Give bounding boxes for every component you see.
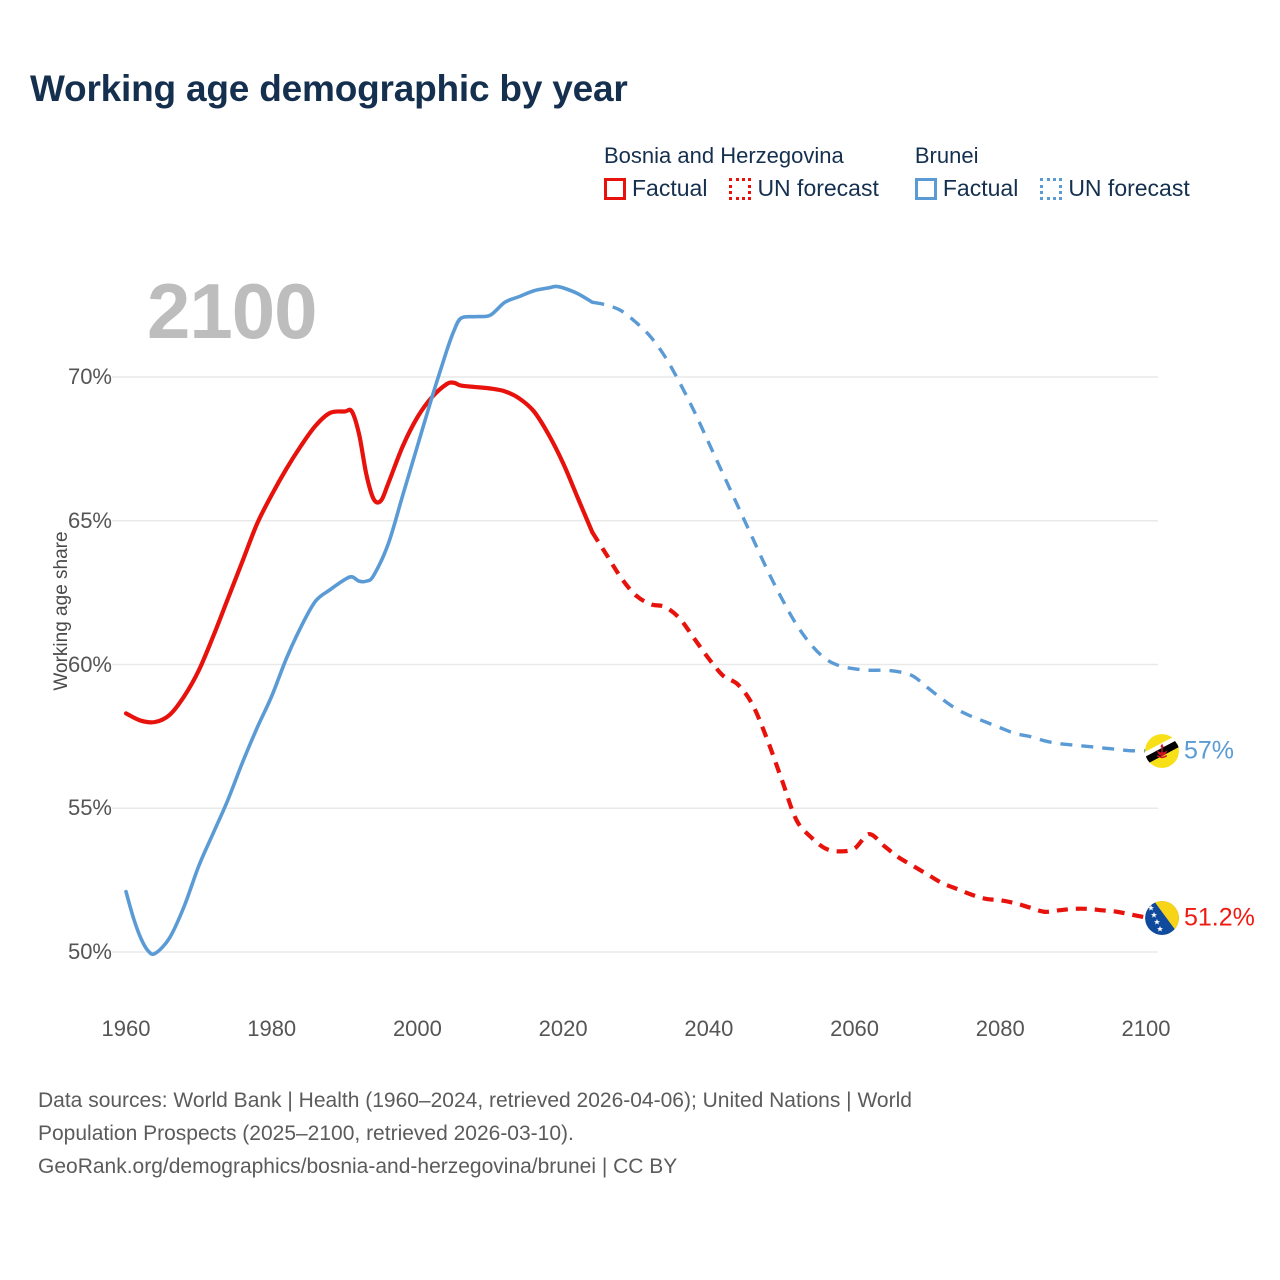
y-axis-ticks: 50% 55% 60% 65% 70% [0,0,112,1060]
chart-plot-area: 2100 50% 55% 60% 65% 70% Working age share 1… [0,0,1255,1060]
x-tick-label: 2000 [392,1016,442,1041]
series-line-brunei-factual [124,284,595,957]
legend-item-un-forecast[interactable]: UN forecast [1040,175,1190,202]
x-tick-label: 2080 [975,1016,1025,1041]
footer-line-2: Population Prospects (2025–2100, retriev… [38,1122,574,1145]
legend-swatch-dotted-icon [1040,177,1063,200]
series-line-bosnia-factual [123,380,595,725]
series-line-bosnia-forecast [590,531,1147,920]
legend-country-name: Brunei [914,143,979,168]
y-axis-title: Working age share [51,531,72,691]
brunei-flag-icon [1145,733,1179,768]
legend-swatch-solid-icon [604,177,626,200]
legend-group-brunei: Brunei Factual UN forecast [914,143,1190,202]
footer-line-1: Data sources: World Bank | Health (1960–… [38,1089,912,1112]
brunei-end-label: 57% [1184,736,1235,765]
year-watermark: 2100 [147,267,318,355]
legend-label: UN forecast [757,175,879,201]
y-tick-label: 60% [67,651,112,677]
legend-entry-row: Factual UN forecast [604,175,879,202]
series-line-brunei-forecast [591,300,1147,753]
y-tick-label: 70% [67,364,112,389]
legend-label: Factual [942,175,1019,201]
legend-country-name: Bosnia and Herzegovina [604,143,844,168]
line-chart-svg [112,284,1158,957]
chart-footer: Data sources: World Bank | Health (1960–… [38,1084,1218,1183]
x-tick-label: 2100 [1121,1016,1171,1041]
legend-label: Factual [632,175,708,201]
x-tick-label: 2060 [830,1016,880,1041]
x-tick-label: 2020 [538,1016,588,1041]
x-tick-label: 1960 [101,1016,151,1041]
footer-line-3: GeoRank.org/demographics/bosnia-and-herz… [38,1155,678,1178]
legend-item-factual[interactable]: Factual [914,175,1019,202]
bosnia-flag-icon [1145,900,1179,935]
y-tick-label: 55% [67,795,112,821]
y-tick-label: 50% [67,939,112,964]
legend-swatch-solid-icon [914,177,937,200]
x-tick-label: 2040 [684,1016,734,1041]
x-tick-label: 1980 [247,1016,297,1041]
legend-item-un-forecast[interactable]: UN forecast [729,175,879,202]
legend-item-factual[interactable]: Factual [604,175,707,202]
legend-entry-row: Factual UN forecast [914,175,1190,202]
chart-legend: Bosnia and Herzegovina Factual UN forecast… [604,143,1190,202]
legend-swatch-dotted-icon [729,177,752,200]
y-tick-label: 65% [67,507,112,533]
legend-label: UN forecast [1068,175,1190,201]
bosnia-end-label: 51.2% [1184,903,1255,931]
legend-group-bosnia: Bosnia and Herzegovina Factual UN forecast [604,143,879,202]
page-title: Working age demographic by year [30,68,628,109]
